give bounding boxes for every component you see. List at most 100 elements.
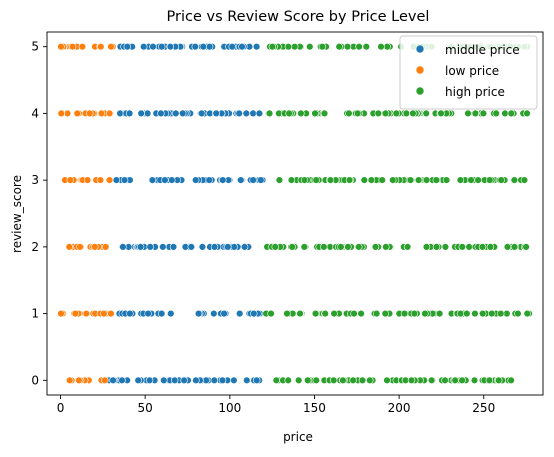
data-point	[355, 42, 363, 51]
data-point	[501, 109, 509, 118]
data-point	[68, 42, 77, 51]
axes: 0 50 100 150 200 250 0 1 2 3 4 5	[31, 31, 544, 415]
data-point	[503, 243, 512, 251]
data-point	[285, 109, 293, 118]
data-point	[275, 176, 284, 184]
data-point	[146, 243, 154, 251]
data-point	[470, 376, 479, 384]
data-point	[422, 243, 431, 251]
data-point	[383, 42, 391, 51]
data-point	[432, 243, 441, 251]
data-point	[389, 176, 397, 184]
series-middle-price	[105, 42, 267, 384]
data-point	[158, 42, 166, 51]
data-point	[253, 376, 261, 384]
data-point	[362, 42, 370, 51]
data-point	[210, 376, 219, 384]
data-point	[199, 42, 208, 51]
data-point	[140, 42, 148, 51]
data-point	[66, 176, 75, 184]
data-point	[311, 109, 319, 118]
data-point	[157, 109, 165, 118]
data-point	[91, 243, 99, 251]
legend-label: high price	[445, 85, 505, 99]
data-point	[287, 176, 296, 184]
data-point	[442, 176, 451, 184]
data-point	[382, 243, 390, 251]
data-point	[198, 109, 206, 118]
data-point	[120, 176, 129, 184]
data-point	[377, 42, 385, 51]
data-point	[107, 42, 115, 51]
data-point	[73, 109, 82, 118]
data-point	[503, 309, 511, 318]
data-point	[105, 176, 114, 184]
data-point	[267, 309, 275, 318]
data-point	[486, 176, 494, 184]
data-point	[283, 309, 291, 318]
series-low-price	[57, 42, 117, 384]
y-tick-label: 0	[31, 373, 39, 387]
data-point	[96, 176, 105, 184]
y-tick-label: 4	[31, 106, 39, 120]
data-point	[321, 309, 329, 318]
data-point	[83, 176, 92, 184]
chart-title: Price vs Review Score by Price Level	[167, 9, 430, 25]
data-point	[427, 376, 436, 384]
data-point	[107, 309, 115, 318]
y-tick-label: 5	[31, 40, 39, 54]
data-point	[458, 376, 466, 384]
data-point	[219, 176, 227, 184]
data-point	[257, 176, 265, 184]
data-point	[510, 243, 519, 251]
data-point	[192, 176, 200, 184]
data-point	[414, 176, 423, 184]
data-point	[485, 376, 494, 384]
data-point	[119, 243, 127, 251]
data-point	[451, 376, 459, 384]
data-point	[471, 309, 479, 318]
data-point	[220, 309, 228, 318]
data-point	[320, 109, 329, 118]
data-point	[300, 176, 309, 184]
data-point	[467, 176, 475, 184]
data-point	[145, 376, 154, 384]
data-point	[230, 243, 238, 251]
legend-box	[399, 35, 538, 110]
data-point	[497, 309, 505, 318]
data-point	[179, 109, 187, 118]
data-point	[228, 42, 236, 51]
data-point	[148, 176, 157, 184]
data-point	[349, 376, 357, 384]
data-point	[339, 376, 347, 384]
data-point	[172, 109, 180, 118]
data-point	[271, 243, 279, 251]
data-point	[421, 309, 429, 318]
data-point	[353, 109, 362, 118]
data-point	[65, 243, 74, 251]
data-point	[523, 309, 531, 318]
data-point	[71, 309, 80, 318]
data-point	[78, 42, 87, 51]
data-point	[432, 176, 440, 184]
data-point	[392, 109, 400, 118]
data-point	[240, 243, 249, 251]
data-point	[330, 309, 338, 318]
data-point	[144, 309, 152, 318]
data-point	[306, 42, 314, 51]
data-point	[441, 243, 450, 251]
legend-item: high price	[415, 85, 505, 99]
data-point	[288, 243, 296, 251]
data-point	[160, 376, 168, 384]
data-point	[252, 42, 261, 51]
data-point	[218, 376, 227, 384]
data-point	[318, 42, 327, 51]
data-point	[422, 176, 431, 184]
data-point	[479, 109, 488, 118]
data-point	[268, 42, 277, 51]
axes-frame	[46, 31, 544, 396]
data-point	[272, 376, 280, 384]
data-point	[441, 376, 449, 384]
data-point	[210, 309, 218, 318]
data-point	[435, 309, 444, 318]
